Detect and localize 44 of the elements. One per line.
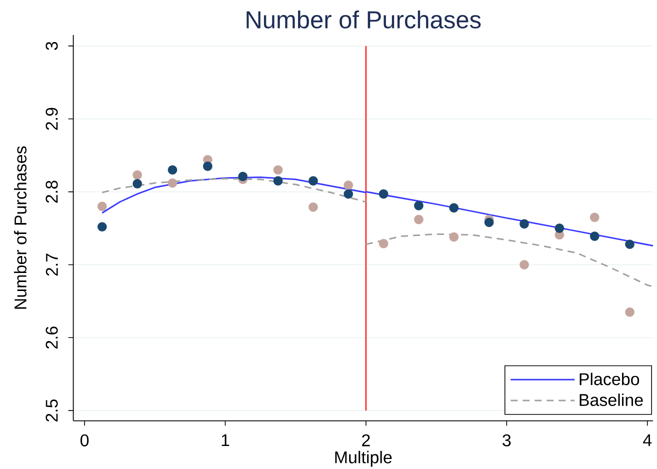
- chart-title: Number of Purchases: [246, 10, 481, 28]
- point: [132, 170, 142, 180]
- point: [378, 238, 388, 248]
- point: [625, 240, 634, 249]
- point: [203, 162, 212, 171]
- x-tick-label: 4: [643, 434, 652, 446]
- point: [414, 200, 424, 210]
- x-tick-label: 1: [222, 434, 230, 446]
- point: [273, 176, 283, 186]
- y-tick-label: 2.7: [46, 254, 58, 276]
- point: [554, 224, 564, 233]
- y-axis-title: Number of Purchases: [14, 146, 27, 309]
- point: [625, 307, 634, 317]
- x-tick-label: 2: [362, 434, 370, 446]
- point: [97, 202, 107, 212]
- point: [590, 232, 600, 241]
- legend-label: Baseline: [580, 394, 643, 406]
- point: [520, 260, 529, 270]
- point: [308, 202, 318, 212]
- y-tick-label: 2.8: [46, 180, 58, 203]
- y-tick-label: 2.9: [46, 108, 58, 130]
- point: [168, 178, 178, 188]
- point: [449, 203, 459, 212]
- point: [132, 179, 142, 188]
- point: [590, 212, 600, 222]
- y-tick-label: 3: [46, 42, 58, 50]
- x-tick-label: 0: [80, 434, 89, 446]
- point: [414, 214, 424, 224]
- point: [238, 172, 248, 182]
- point: [484, 218, 494, 228]
- point: [378, 189, 388, 199]
- point: [97, 222, 107, 232]
- x-axis-title: Multiple: [335, 450, 392, 467]
- point: [344, 189, 354, 199]
- point: [308, 176, 318, 186]
- point: [344, 180, 354, 190]
- point: [168, 165, 178, 175]
- y-tick-label: 2.6: [46, 326, 58, 349]
- point: [449, 232, 459, 242]
- x-tick-label: 3: [502, 434, 511, 446]
- legend-label: Placebo: [580, 372, 640, 386]
- point: [273, 165, 283, 175]
- point: [520, 219, 529, 229]
- y-tick-label: 2.5: [46, 399, 58, 422]
